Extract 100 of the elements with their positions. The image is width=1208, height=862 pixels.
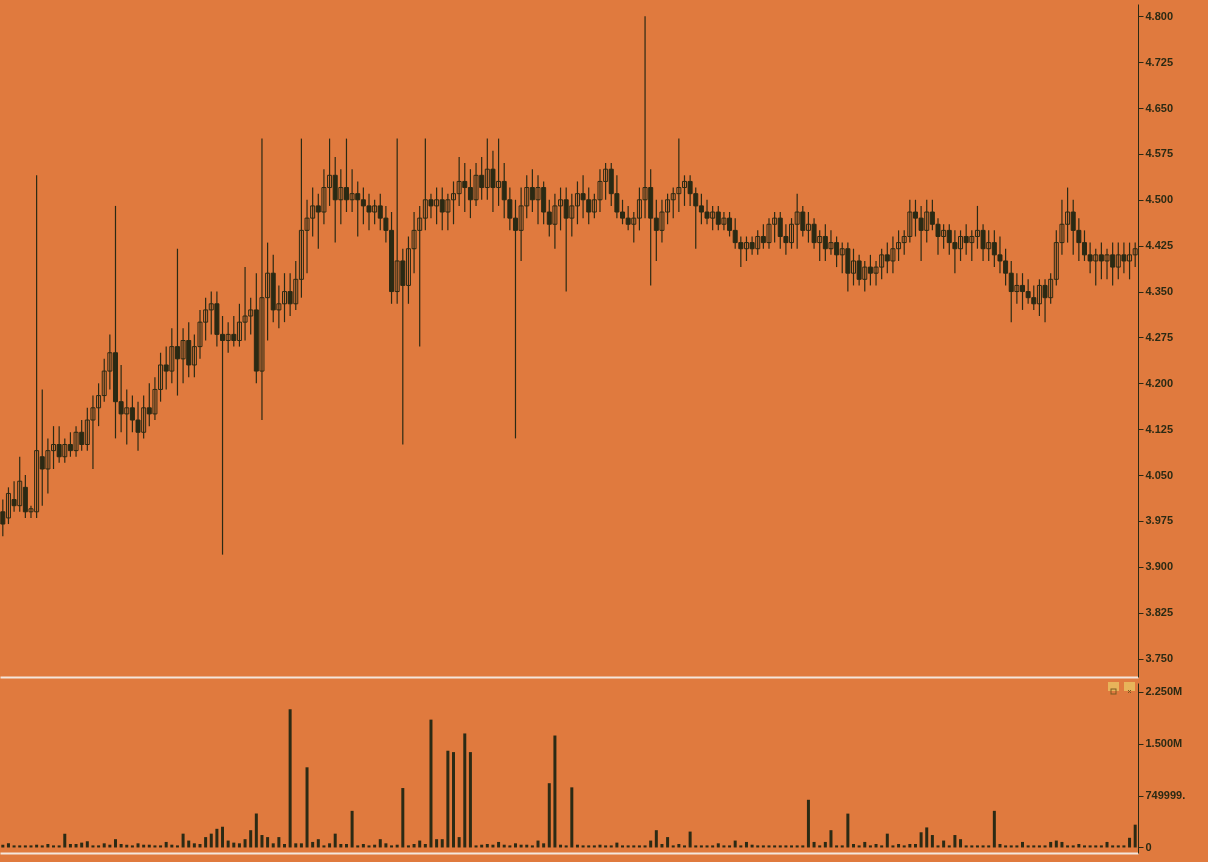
y-tick-label: 0 <box>1145 840 1152 853</box>
bar <box>846 813 850 848</box>
bar <box>12 845 16 848</box>
y-tick-label: 4.200 <box>1145 376 1174 389</box>
bar <box>474 845 478 848</box>
bar <box>711 845 715 848</box>
bar <box>85 841 89 848</box>
y-tick-label: 4.050 <box>1145 468 1174 481</box>
bar <box>249 830 253 848</box>
bar <box>592 845 596 848</box>
bar <box>322 845 326 848</box>
bar <box>192 843 196 848</box>
bar <box>18 845 22 848</box>
bar <box>1026 845 1030 848</box>
bar <box>688 831 692 848</box>
y-tick-label: 3.825 <box>1145 606 1174 619</box>
bar <box>446 750 450 848</box>
bar <box>440 839 444 848</box>
bar <box>63 833 67 848</box>
bar <box>52 845 56 848</box>
y-tick-label: 3.975 <box>1145 514 1174 527</box>
bar <box>198 844 202 848</box>
bar <box>970 845 974 848</box>
bar <box>947 845 951 848</box>
bar <box>1015 845 1019 848</box>
y-tick-label: 4.275 <box>1145 330 1174 343</box>
bar <box>857 845 861 848</box>
bar <box>1099 845 1103 848</box>
bar <box>953 835 957 848</box>
y-tick-label: 2.250M <box>1145 685 1183 698</box>
bar <box>637 845 641 848</box>
bar <box>587 845 591 848</box>
y-tick-label: 3.750 <box>1145 652 1174 665</box>
y-tick-label: 4.500 <box>1145 193 1174 206</box>
bar <box>874 844 878 848</box>
bar <box>975 845 979 848</box>
bar <box>722 845 726 848</box>
bar <box>761 845 765 848</box>
bar <box>209 833 213 848</box>
y-tick-label: 4.650 <box>1145 101 1174 114</box>
y-tick-label: 4.350 <box>1145 285 1174 298</box>
bar <box>1116 845 1120 848</box>
bar <box>390 845 394 848</box>
bar <box>705 845 709 848</box>
bar <box>23 845 27 848</box>
bar <box>288 709 292 848</box>
y-tick-label: 3.900 <box>1145 560 1174 573</box>
bar <box>68 844 72 848</box>
bar <box>621 845 625 848</box>
bar <box>913 844 917 848</box>
bar <box>485 844 489 848</box>
bar <box>283 844 286 848</box>
bar <box>1077 844 1081 848</box>
y-tick-label: 4.725 <box>1145 55 1174 68</box>
bar <box>784 845 788 848</box>
bar <box>756 845 760 848</box>
bar <box>908 844 912 848</box>
bar <box>767 845 771 848</box>
bar <box>1088 845 1092 848</box>
bar <box>919 832 923 848</box>
bar <box>136 843 140 848</box>
bar <box>204 837 208 848</box>
bar <box>880 845 884 848</box>
bar <box>40 845 44 848</box>
bar <box>181 833 185 848</box>
bar <box>1037 845 1041 848</box>
bar <box>423 844 427 848</box>
bar <box>74 844 78 848</box>
bar <box>925 827 929 848</box>
bar <box>175 845 179 848</box>
bar <box>6 843 10 848</box>
bar <box>671 845 675 848</box>
bar <box>840 845 844 848</box>
bar <box>992 810 996 848</box>
bar <box>299 843 303 848</box>
bar <box>778 845 782 848</box>
bar <box>429 719 433 848</box>
bar <box>328 843 332 848</box>
bar <box>699 845 703 848</box>
bar <box>936 845 940 848</box>
bar <box>677 844 681 848</box>
bar <box>57 845 61 848</box>
bar <box>964 845 968 848</box>
bar <box>378 839 382 848</box>
bar <box>243 839 247 848</box>
bar <box>604 845 608 848</box>
bar <box>46 844 50 848</box>
bar <box>902 845 906 848</box>
bar <box>344 844 348 848</box>
bar <box>790 845 794 848</box>
bar <box>998 844 1002 848</box>
bar <box>435 839 439 848</box>
bar <box>513 843 517 848</box>
bar <box>412 844 416 848</box>
bar <box>773 845 777 848</box>
bar <box>654 830 658 848</box>
bar <box>29 845 33 848</box>
bar <box>221 826 225 848</box>
bar <box>564 845 568 848</box>
bar <box>119 844 123 848</box>
